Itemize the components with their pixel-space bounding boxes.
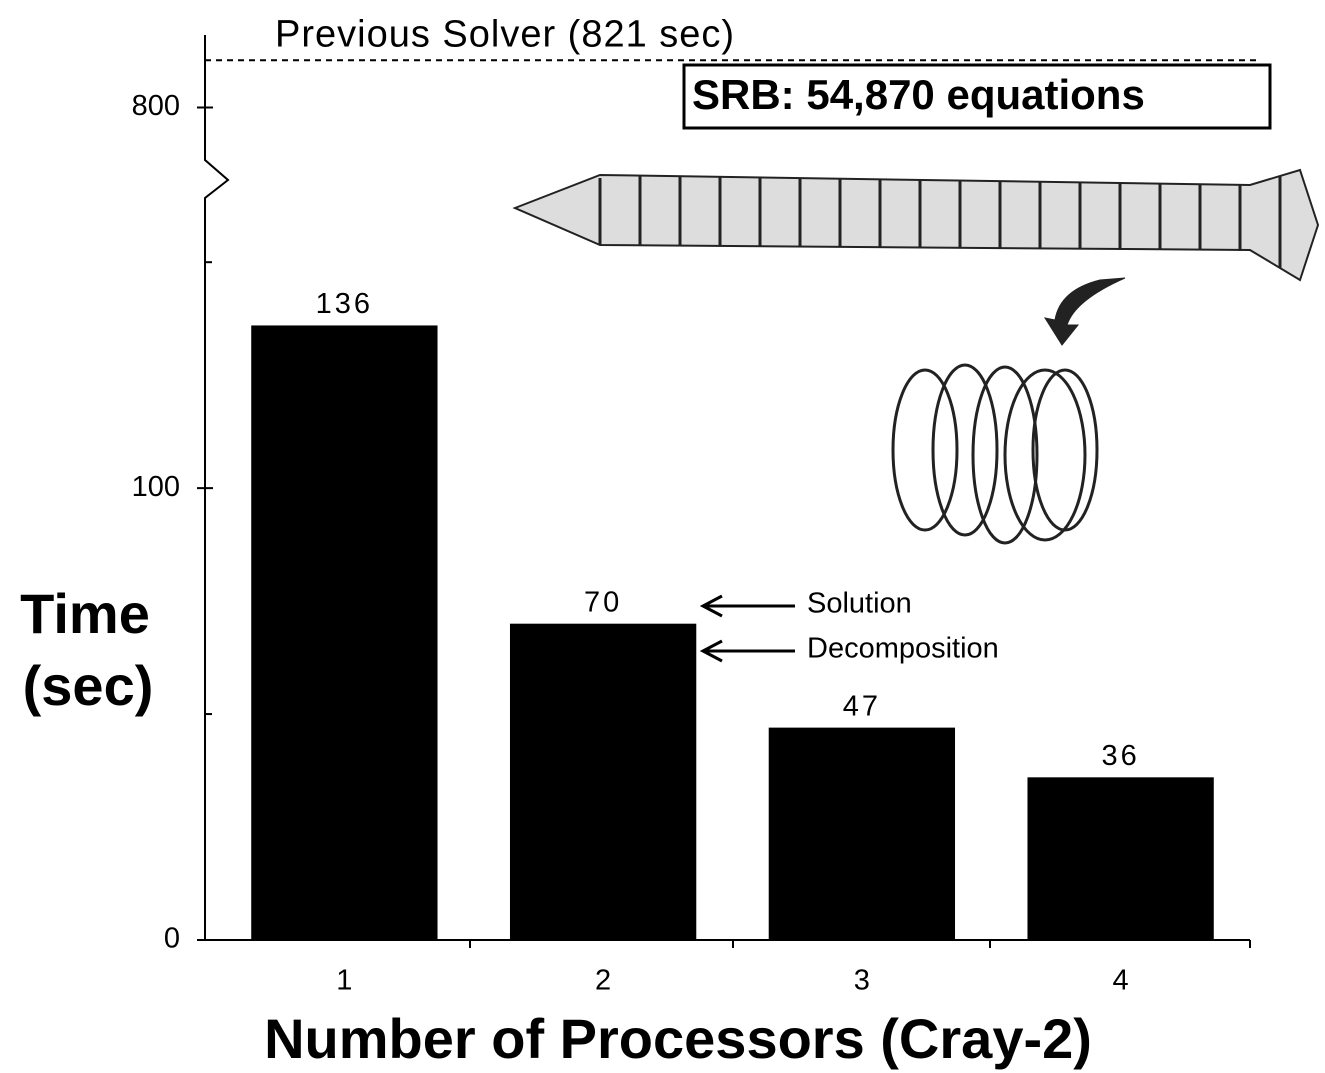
reference-label: Previous Solver (821 sec) — [275, 13, 735, 55]
x-tick-label: 1 — [336, 965, 352, 997]
srb-illustration — [515, 170, 1318, 543]
y-tick-label: 800 — [132, 90, 180, 122]
bar — [510, 624, 696, 940]
x-tick-label: 2 — [595, 965, 611, 997]
value-label: 36 — [1101, 740, 1139, 772]
y-tick-label: 0 — [164, 923, 180, 955]
arrows — [703, 596, 795, 661]
value-label: 70 — [584, 586, 622, 618]
value-label: 136 — [316, 288, 373, 320]
model-annotation: SRB: 54,870 equations — [692, 71, 1145, 118]
y-label: Time — [20, 582, 150, 645]
value-label: 47 — [843, 690, 881, 722]
bar — [1027, 777, 1213, 940]
decomposition-annotation: Decomposition — [807, 633, 999, 665]
bar — [251, 325, 437, 940]
x-tick-label: 4 — [1113, 965, 1129, 997]
y-label: (sec) — [23, 654, 154, 717]
bar — [769, 728, 955, 940]
y-tick-label: 100 — [132, 471, 180, 503]
x-minor-ticks — [470, 940, 1250, 948]
solution-annotation: Solution — [807, 588, 912, 620]
chart: SRB: 54,870 equations Solution Decomposi… — [0, 0, 1325, 1073]
x-tick-label: 3 — [854, 965, 870, 997]
x-axis-label: Number of Processors (Cray-2) — [264, 1007, 1092, 1070]
